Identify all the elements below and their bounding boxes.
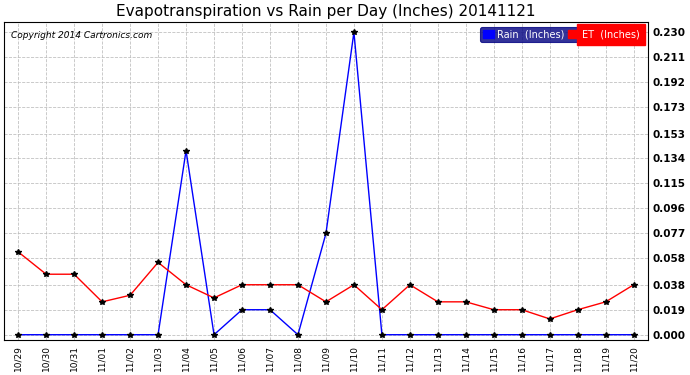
Text: Copyright 2014 Cartronics.com: Copyright 2014 Cartronics.com — [10, 31, 152, 40]
Legend: Rain  (Inches), ET  (Inches): Rain (Inches), ET (Inches) — [480, 27, 643, 42]
Title: Evapotranspiration vs Rain per Day (Inches) 20141121: Evapotranspiration vs Rain per Day (Inch… — [116, 4, 535, 19]
